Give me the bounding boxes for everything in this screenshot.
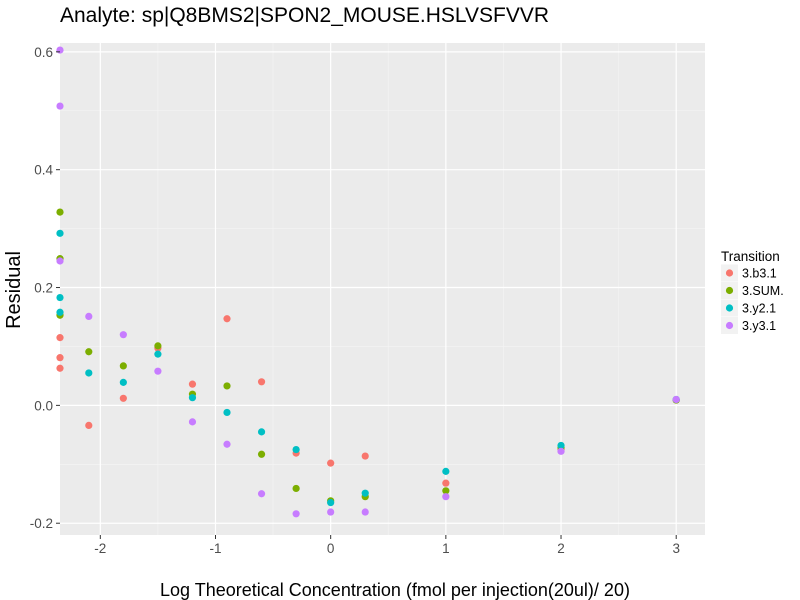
y-axis-title: Residual (3, 251, 25, 329)
data-point (154, 342, 162, 350)
data-point (672, 395, 680, 404)
data-point (327, 508, 335, 516)
x-tick-label: -2 (94, 541, 106, 556)
data-point (85, 312, 93, 320)
data-point (56, 102, 64, 110)
data-point (223, 382, 231, 390)
data-point (56, 46, 64, 54)
data-point (56, 308, 64, 316)
x-tick-label: 3 (672, 541, 680, 556)
legend-marker (725, 269, 734, 277)
data-point (119, 362, 127, 370)
data-point (56, 354, 64, 362)
data-point (56, 229, 64, 237)
y-tick-label: -0.2 (30, 516, 53, 531)
data-point (119, 394, 127, 402)
data-point (85, 369, 93, 377)
data-point (257, 490, 266, 498)
data-point (223, 315, 231, 323)
y-tick-label: 0.0 (34, 398, 53, 413)
data-point (223, 440, 231, 448)
data-point (56, 293, 64, 302)
data-point (154, 350, 162, 358)
legend-title: Transition (721, 249, 780, 264)
data-point (442, 467, 450, 475)
x-tick-label: 2 (557, 541, 565, 556)
data-point (119, 331, 127, 339)
data-point (188, 418, 197, 426)
legend-label: 3.y3.1 (742, 319, 776, 333)
data-point (361, 508, 369, 516)
data-point (257, 450, 266, 458)
y-axis-ticks: -0.2 0.0 0.2 0.4 0.6 (30, 45, 60, 531)
data-point (292, 445, 300, 454)
y-tick-label: 0.2 (34, 281, 53, 296)
data-point (442, 493, 450, 501)
data-point (56, 257, 64, 265)
y-tick-label: 0.6 (34, 45, 53, 60)
x-axis-ticks: -2 -1 0 1 2 3 (94, 535, 680, 556)
legend-marker (725, 286, 734, 295)
plot-panel (60, 43, 705, 535)
legend-label: 3.b3.1 (742, 267, 777, 281)
chart-title: Analyte: sp|Q8BMS2|SPON2_MOUSE.HSLVSFVVR (60, 4, 549, 27)
y-tick-label: 0.4 (34, 163, 53, 178)
data-point (188, 394, 197, 402)
x-tick-label: 0 (327, 541, 335, 556)
data-point (557, 441, 565, 450)
data-point (56, 334, 64, 342)
data-point (85, 421, 93, 430)
legend: Transition 3.b3.1 3.SUM. 3.y2.1 3.y3.1 (721, 249, 784, 334)
data-point (292, 484, 300, 493)
data-points (56, 46, 680, 518)
data-point (85, 348, 93, 356)
x-tick-label: -1 (209, 541, 221, 556)
x-axis-title: Log Theoretical Concentration (fmol per … (160, 580, 630, 600)
data-point (257, 428, 266, 436)
legend-label: 3.y2.1 (742, 302, 776, 316)
data-point (154, 367, 162, 375)
data-point (119, 378, 127, 386)
legend-marker (725, 321, 734, 330)
data-point (327, 459, 335, 467)
legend-label: 3.SUM. (742, 284, 784, 298)
data-point (188, 380, 197, 388)
minor-gridlines (60, 43, 705, 535)
data-point (56, 208, 64, 216)
x-tick-label: 1 (442, 541, 450, 556)
data-point (557, 447, 565, 455)
data-point (442, 479, 450, 487)
data-point (327, 498, 335, 507)
data-point (361, 452, 369, 460)
data-point (292, 510, 300, 518)
data-point (223, 408, 231, 417)
data-point (361, 489, 369, 497)
data-point (442, 487, 450, 495)
data-point (56, 364, 64, 372)
data-point (257, 378, 266, 386)
legend-marker (725, 304, 734, 312)
